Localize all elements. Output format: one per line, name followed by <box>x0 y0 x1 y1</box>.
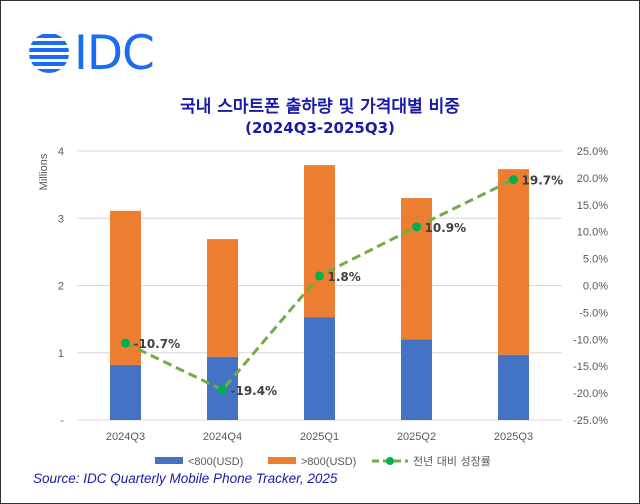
growth-marker <box>218 385 227 395</box>
legend-label: <800(USD) <box>188 456 243 468</box>
x-tick-label: 2024Q4 <box>203 431 242 443</box>
x-tick-label: 2024Q3 <box>106 431 145 443</box>
y2-tick-label: 0.0% <box>583 281 608 293</box>
y2-tick-label: -20.0% <box>573 388 608 400</box>
bar-over-800 <box>304 165 335 318</box>
growth-marker <box>315 271 324 281</box>
legend-swatch-over-800 <box>268 457 296 464</box>
y-tick-label: 3 <box>58 213 64 225</box>
y2-tick-label: 15.0% <box>577 200 608 212</box>
chart-subtitle: (2024Q3-2025Q3) <box>245 119 395 137</box>
growth-marker <box>412 222 421 232</box>
y-tick-label: 1 <box>58 348 64 360</box>
growth-marker <box>121 338 130 348</box>
legend-swatch-under-800 <box>155 457 183 464</box>
y-tick-label: - <box>60 415 64 427</box>
bar-over-800 <box>498 169 529 355</box>
bar-under-800 <box>304 317 335 420</box>
globe-icon <box>29 34 69 73</box>
legend-marker-growth <box>386 457 394 465</box>
y-tick-label: 4 <box>58 146 64 158</box>
legend-label: >800(USD) <box>301 456 356 468</box>
y2-tick-label: 20.0% <box>577 173 608 185</box>
y2-tick-label: 10.0% <box>577 227 608 239</box>
source-note: Source: IDC Quarterly Mobile Phone Track… <box>33 471 338 486</box>
y-tick-label: 2 <box>58 281 64 293</box>
y2-tick-label: -10.0% <box>573 334 608 346</box>
data-label: 1.8% <box>328 270 361 284</box>
chart-title: 국내 스마트폰 출하량 및 가격대별 비중 <box>180 97 460 117</box>
data-label: -19.4% <box>231 384 278 398</box>
bar-under-800 <box>110 364 141 420</box>
logo-text: IDC <box>74 26 155 81</box>
y2-tick-label: 25.0% <box>577 146 608 158</box>
y2-tick-label: 5.0% <box>583 254 608 266</box>
x-tick-label: 2025Q2 <box>397 431 436 443</box>
y-axis-label: Millions <box>38 153 50 190</box>
idc-logo: IDC <box>28 26 168 81</box>
bar-under-800 <box>498 354 529 420</box>
bar-over-800 <box>401 198 432 340</box>
x-tick-label: 2025Q3 <box>494 431 533 443</box>
y2-tick-label: -15.0% <box>573 361 608 373</box>
bar-under-800 <box>401 339 432 420</box>
data-label: 10.9% <box>425 221 467 235</box>
growth-marker <box>509 175 518 185</box>
data-label: -10.7% <box>134 337 181 351</box>
bar-over-800 <box>207 239 238 357</box>
x-tick-label: 2025Q1 <box>300 431 339 443</box>
y2-tick-label: -5.0% <box>579 307 608 319</box>
y2-tick-label: -25.0% <box>573 415 608 427</box>
legend-label: 전년 대비 성장률 <box>413 455 491 468</box>
data-label: 19.7% <box>522 174 564 188</box>
